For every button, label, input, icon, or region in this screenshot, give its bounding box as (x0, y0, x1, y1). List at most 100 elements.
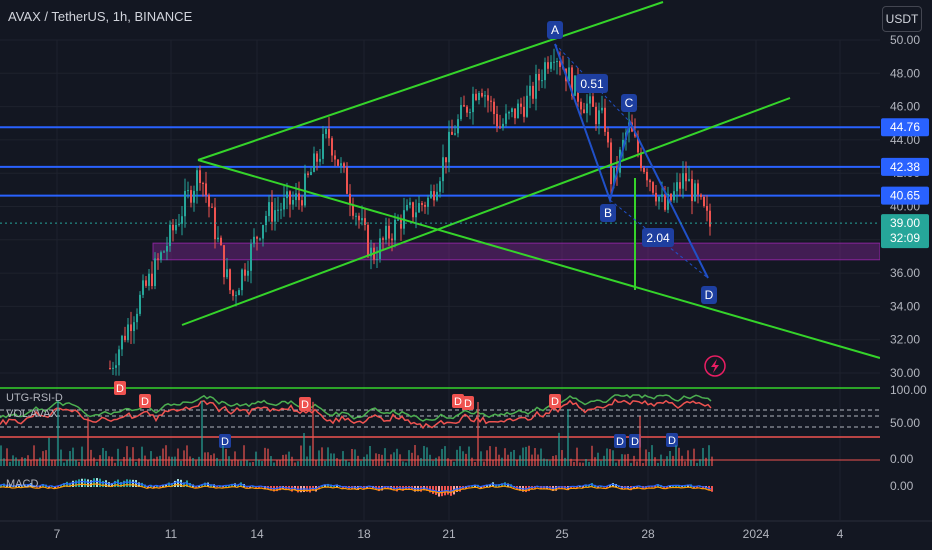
volume-bar (582, 462, 584, 466)
macd-histogram-bar (21, 485, 23, 487)
price-tick-label: 50.00 (890, 33, 920, 47)
volume-bar (267, 448, 269, 466)
rising-support-line (181, 97, 791, 326)
volume-bar (351, 449, 353, 466)
macd-histogram-bar (204, 482, 206, 487)
candle-body (604, 107, 606, 132)
candle-body (517, 103, 519, 119)
candle-body (433, 191, 435, 201)
time-tick-label: 18 (357, 527, 371, 541)
candle-body (136, 313, 138, 323)
volume-bar (666, 456, 668, 466)
volume-bar (288, 451, 290, 466)
volume-bar (222, 445, 224, 466)
volume-bar (654, 457, 656, 466)
candle-body (196, 170, 198, 191)
price-tick-label: 36.00 (890, 266, 920, 280)
candle-body (217, 237, 219, 240)
volume-bar (414, 445, 416, 466)
candle-body (409, 202, 411, 206)
candle-body (175, 224, 177, 231)
volume-bar (597, 452, 599, 466)
volume-bar (162, 448, 164, 466)
volume-bar (546, 459, 548, 466)
candle-body (289, 191, 291, 205)
volume-bar (240, 460, 242, 466)
macd-histogram-bar (483, 486, 485, 488)
candle-body (496, 114, 498, 127)
volume-bar (147, 459, 149, 466)
volume-bar (291, 456, 293, 466)
candle-body (109, 368, 111, 370)
volume-bar (369, 445, 371, 466)
currency-button[interactable]: USDT (882, 6, 922, 32)
candle-body (676, 182, 678, 192)
volume-bar (507, 454, 509, 466)
candle-body (589, 96, 591, 104)
macd-histogram-bar (48, 486, 50, 488)
volume-bar (594, 457, 596, 466)
candle-body (463, 105, 465, 107)
candle-body (706, 206, 708, 211)
volume-bar (282, 454, 284, 466)
macd-histogram-bar (63, 483, 65, 487)
candle-body (160, 252, 162, 260)
volume-bar (153, 458, 155, 466)
time-tick-label: 25 (555, 527, 569, 541)
volume-bar (591, 445, 593, 466)
candle-body (679, 182, 681, 189)
volume-bar (372, 460, 374, 466)
macd-histogram-bar (177, 479, 179, 487)
candle-body (169, 224, 171, 246)
candle-body (532, 85, 534, 99)
volume-bar (456, 449, 458, 466)
volume-bar (204, 452, 206, 466)
pattern-point-label: B (604, 206, 612, 220)
price-level-badge (881, 118, 929, 137)
volume-bar (699, 459, 701, 466)
macd-histogram-bar (111, 483, 113, 487)
volume-bar (132, 447, 134, 466)
volume-bar (612, 450, 614, 466)
macd-histogram-bar (183, 482, 185, 487)
signal-marker: D (454, 396, 462, 408)
candle-body (394, 219, 396, 241)
volume-bar (651, 445, 653, 466)
pattern-point-box (701, 286, 717, 304)
volume-bar (585, 459, 587, 466)
volume-bar (528, 445, 530, 466)
candle-body (709, 210, 711, 227)
volume-bar (210, 455, 212, 466)
ratio-box (576, 74, 608, 93)
macd-histogram-bar (237, 484, 239, 487)
volume-bar (474, 461, 476, 466)
volume-bar (438, 456, 440, 466)
volume-bar (387, 462, 389, 466)
volume-bar (486, 450, 488, 466)
volume-bar (495, 446, 497, 466)
macd-histogram-bar (534, 486, 536, 490)
candle-body (211, 206, 213, 208)
price-tick-label: 46.00 (890, 100, 920, 114)
rsi-line (0, 394, 712, 422)
volume-bar (696, 462, 698, 466)
volume-bar (120, 461, 122, 466)
volume-bar (264, 447, 266, 466)
volume-bar (606, 448, 608, 466)
volume-bar (24, 457, 26, 466)
volume-bar (42, 451, 44, 466)
volume-bar (708, 445, 710, 466)
signal-marker: D (141, 396, 149, 408)
volume-bar (3, 458, 5, 466)
volume-bar (375, 453, 377, 466)
volume-bar (423, 445, 425, 466)
time-tick-label: 21 (442, 527, 456, 541)
candle-body (241, 269, 243, 291)
candle-body (391, 238, 393, 241)
volume-bar (441, 448, 443, 466)
volume-bar (564, 457, 566, 466)
volume-bar (639, 416, 641, 466)
macd-histogram-bar (6, 484, 8, 487)
signal-marker-box (114, 381, 126, 395)
